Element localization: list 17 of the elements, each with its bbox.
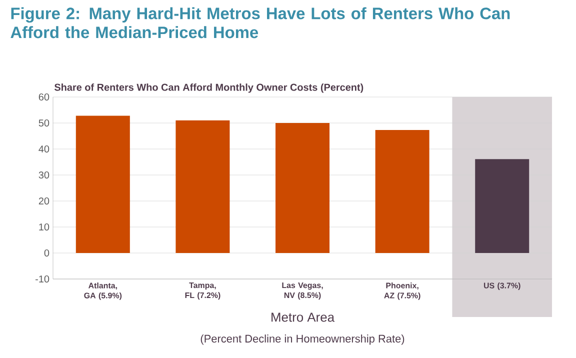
y-tick-label: 60 — [38, 93, 50, 101]
bar — [475, 159, 530, 253]
text: (Percent Decline in Homeownership Rate) — [200, 334, 404, 345]
y-tick-label: 40 — [38, 145, 50, 153]
bar — [375, 130, 430, 253]
y-tick-label: 10 — [39, 223, 50, 231]
bar — [76, 116, 130, 253]
y-tick-label: 20 — [38, 197, 50, 205]
y-tick-label: -10 — [36, 275, 50, 283]
chart-title: Figure 2: Many Hard-Hit Metros Have Lots of Renters Who Can Afford the Median-Priced Home — [10, 7, 510, 38]
chart-subtitle: Share of Renters Who Can Afford Monthly Owner Costs (Percent) — [54, 84, 364, 93]
bar — [176, 120, 230, 253]
y-tick-label: 30 — [38, 171, 50, 179]
bar — [276, 123, 330, 253]
y-tick-label: 0 — [44, 249, 50, 257]
x-axis-title: Metro Area — [272, 312, 335, 322]
y-tick-label: 50 — [38, 119, 50, 127]
